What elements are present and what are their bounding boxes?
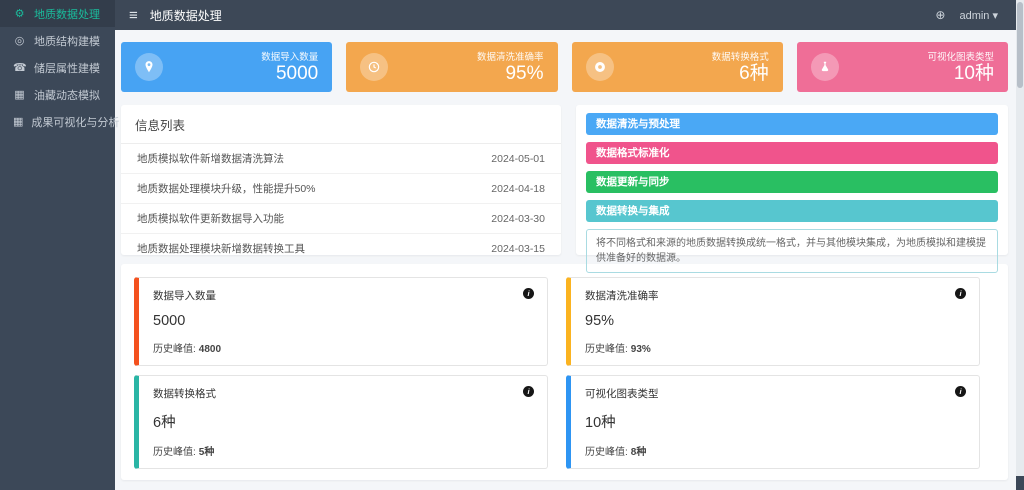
structure-icon: ◎ bbox=[14, 35, 25, 47]
info-item-text: 地质数据处理模块新增数据转换工具 bbox=[137, 243, 305, 255]
peak-label: 历史峰值: bbox=[585, 344, 628, 355]
info-icon[interactable]: i bbox=[523, 386, 534, 397]
stat-card-row: 数据导入数量 5000 数据清洗准确率 95% 数据转换格式 bbox=[121, 42, 1008, 92]
flask-icon bbox=[810, 53, 839, 81]
info-item-date: 2024-03-15 bbox=[491, 242, 545, 255]
metric-value: 5000 bbox=[153, 313, 186, 329]
accordion-description: 将不同格式和来源的地质数据转换成统一格式，并与其他模块集成，为地质模拟和建模提供… bbox=[586, 229, 998, 273]
sidebar-item-label: 储层属性建模 bbox=[34, 62, 100, 75]
peak-value: 93% bbox=[630, 344, 651, 355]
info-icon[interactable]: i bbox=[523, 288, 534, 299]
gear-icon bbox=[585, 53, 614, 81]
stat-card-chart-types: 可视化图表类型 10种 bbox=[796, 42, 1008, 92]
clock-icon bbox=[360, 53, 389, 81]
metric-card-conversion-formats: 数据转换格式 6种 历史峰值: 5种 i bbox=[134, 375, 548, 469]
metric-title: 数据导入数量 bbox=[153, 290, 216, 302]
info-item-date: 2024-05-01 bbox=[491, 152, 545, 165]
info-list-panel: 信息列表 地质模拟软件新增数据清洗算法 2024-05-01 地质数据处理模块升… bbox=[121, 105, 561, 255]
metric-card-cleaning-accuracy: 数据清洗准确率 95% 历史峰值: 93% i bbox=[566, 277, 980, 366]
phone-icon: ☎ bbox=[13, 62, 27, 74]
list-item[interactable]: 地质数据处理模块新增数据转换工具 2024-03-15 bbox=[121, 234, 561, 263]
metric-title: 数据转换格式 bbox=[153, 388, 216, 400]
peak-label: 历史峰值: bbox=[585, 447, 628, 458]
peak-value: 8种 bbox=[630, 447, 647, 458]
navbar-right: ⊕ admin ▾ bbox=[935, 8, 1010, 22]
page-title: 地质数据处理 bbox=[149, 8, 222, 23]
peak-value: 5种 bbox=[198, 447, 215, 458]
metric-card-data-import: 数据导入数量 5000 历史峰值: 4800 i bbox=[134, 277, 548, 366]
metric-title: 可视化图表类型 bbox=[585, 388, 659, 400]
sidebar-item-geological-structure-modeling[interactable]: ◎ 地质结构建模 bbox=[0, 27, 115, 54]
info-item-text: 地质模拟软件更新数据导入功能 bbox=[137, 213, 284, 225]
list-item[interactable]: 地质数据处理模块升级，性能提升50% 2024-04-18 bbox=[121, 174, 561, 204]
info-item-date: 2024-04-18 bbox=[491, 182, 545, 195]
main-content: 数据导入数量 5000 数据清洗准确率 95% 数据转换格式 bbox=[115, 30, 1016, 490]
stat-label: 数据转换格式 bbox=[711, 52, 769, 64]
stat-card-conversion-formats: 数据转换格式 6种 bbox=[571, 42, 783, 92]
sidebar-item-label: 地质结构建模 bbox=[34, 35, 100, 48]
stat-value: 10种 bbox=[953, 63, 994, 85]
middle-row: 信息列表 地质模拟软件新增数据清洗算法 2024-05-01 地质数据处理模块升… bbox=[121, 105, 1008, 273]
metric-peak: 历史峰值: 8种 bbox=[585, 443, 965, 458]
stat-value: 95% bbox=[505, 63, 544, 85]
accordion-banner-format-standardization[interactable]: 数据格式标准化 bbox=[586, 142, 998, 164]
language-globe-icon[interactable]: ⊕ bbox=[935, 8, 946, 22]
gear-icon: ⚙ bbox=[14, 8, 25, 20]
info-icon[interactable]: i bbox=[955, 288, 966, 299]
grid-icon: ▦ bbox=[13, 116, 24, 128]
stat-card-cleaning-accuracy: 数据清洗准确率 95% bbox=[346, 42, 558, 92]
stat-label: 数据导入数量 bbox=[261, 52, 319, 64]
metric-card-chart-types: 可视化图表类型 10种 历史峰值: 8种 i bbox=[566, 375, 980, 469]
metric-peak: 历史峰值: 93% bbox=[585, 340, 965, 355]
sidebar: ⚙ 地质数据处理 ◎ 地质结构建模 ☎ 储层属性建模 ▦ 油藏动态模拟 ▦ 成果… bbox=[0, 0, 119, 490]
scrollbar-thumb[interactable] bbox=[1017, 2, 1023, 88]
sidebar-item-result-visualization-analysis[interactable]: ▦ 成果可视化与分析 bbox=[0, 108, 119, 135]
top-navbar: ≡ 地质数据处理 ⊕ admin ▾ bbox=[115, 0, 1024, 30]
sidebar-item-label: 地质数据处理 bbox=[34, 8, 100, 21]
accordion-banner-update-sync[interactable]: 数据更新与同步 bbox=[586, 171, 998, 193]
sidebar-item-label: 油藏动态模拟 bbox=[34, 89, 100, 102]
metric-grid: 数据导入数量 5000 历史峰值: 4800 i 数据清洗准确率 95% 历史峰值… bbox=[134, 277, 980, 469]
stat-card-data-import: 数据导入数量 5000 bbox=[121, 42, 333, 92]
metric-peak: 历史峰值: 5种 bbox=[153, 443, 533, 458]
info-item-text: 地质数据处理模块升级，性能提升50% bbox=[137, 183, 316, 195]
stat-value: 5000 bbox=[275, 63, 319, 85]
list-item[interactable]: 地质模拟软件更新数据导入功能 2024-03-30 bbox=[121, 204, 561, 234]
metric-title: 数据清洗准确率 bbox=[585, 290, 659, 302]
accordion-banner-conversion-integration[interactable]: 数据转换与集成 bbox=[586, 200, 998, 222]
sidebar-item-reservoir-dynamic-simulation[interactable]: ▦ 油藏动态模拟 bbox=[0, 81, 115, 108]
metric-value: 10种 bbox=[585, 415, 616, 431]
accordion-banner-cleaning-preprocessing[interactable]: 数据清洗与预处理 bbox=[586, 113, 998, 135]
sidebar-item-reservoir-attribute-modeling[interactable]: ☎ 储层属性建模 bbox=[0, 54, 115, 81]
sidebar-item-label: 成果可视化与分析 bbox=[31, 116, 120, 129]
peak-value: 4800 bbox=[198, 344, 222, 355]
vertical-scrollbar[interactable] bbox=[1016, 0, 1024, 490]
peak-label: 历史峰值: bbox=[153, 447, 196, 458]
grid-icon: ▦ bbox=[14, 89, 25, 101]
scrollbar-corner bbox=[1016, 476, 1024, 490]
sidebar-item-geological-data-processing[interactable]: ⚙ 地质数据处理 bbox=[0, 0, 115, 27]
info-list-title: 信息列表 bbox=[121, 115, 561, 144]
metric-value: 6种 bbox=[153, 415, 176, 431]
hamburger-menu-icon[interactable]: ≡ bbox=[129, 6, 138, 24]
info-icon[interactable]: i bbox=[955, 386, 966, 397]
process-accordion-panel: 数据清洗与预处理 数据格式标准化 数据更新与同步 数据转换与集成 将不同格式和来… bbox=[576, 105, 1008, 273]
peak-label: 历史峰值: bbox=[153, 344, 196, 355]
user-menu[interactable]: admin ▾ bbox=[959, 9, 998, 22]
metrics-panel: 数据导入数量 5000 历史峰值: 4800 i 数据清洗准确率 95% 历史峰值… bbox=[121, 264, 1008, 480]
location-pin-icon bbox=[135, 53, 163, 81]
info-item-date: 2024-03-30 bbox=[491, 212, 545, 225]
stat-label: 可视化图表类型 bbox=[927, 52, 994, 64]
info-item-text: 地质模拟软件新增数据清洗算法 bbox=[137, 153, 284, 165]
metric-peak: 历史峰值: 4800 bbox=[153, 340, 533, 355]
metric-value: 95% bbox=[585, 313, 615, 329]
stat-label: 数据清洗准确率 bbox=[476, 52, 544, 64]
stat-value: 6种 bbox=[739, 63, 769, 85]
list-item[interactable]: 地质模拟软件新增数据清洗算法 2024-05-01 bbox=[121, 144, 561, 174]
